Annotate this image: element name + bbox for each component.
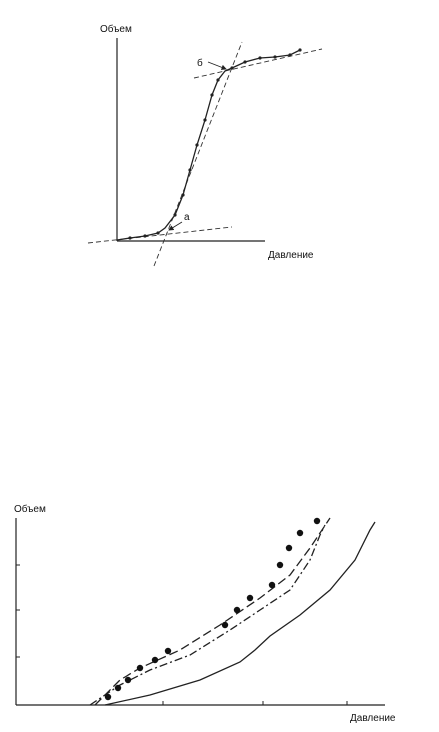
- top-figure: Объем Давление б а: [87, 23, 323, 267]
- y-axis-label: Объем: [100, 23, 132, 35]
- dash-dot-curve: [89, 524, 326, 706]
- axis-ticks: [16, 564, 348, 705]
- bottom-figure: Объем Давление: [14, 503, 396, 724]
- y-axis-label: Объем: [14, 503, 46, 515]
- measured-points: [104, 517, 321, 701]
- solid-curve: [104, 521, 376, 706]
- curve-points: [128, 48, 302, 240]
- arrow-a: [168, 221, 183, 231]
- tangent-high: [193, 48, 323, 79]
- dashed-curve: [94, 517, 331, 706]
- annotation-b: б: [197, 57, 203, 69]
- annotation-a: а: [184, 212, 190, 223]
- tangent-steep: [153, 41, 243, 267]
- x-axis-label: Давление: [350, 713, 396, 724]
- tangent-low: [87, 226, 233, 244]
- x-axis-label: Давление: [268, 250, 314, 261]
- pv-curve: [116, 49, 301, 241]
- arrow-b: [207, 61, 227, 70]
